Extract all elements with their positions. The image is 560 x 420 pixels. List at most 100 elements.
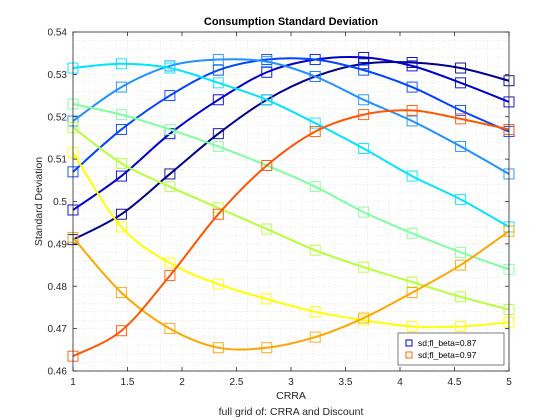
series-marker — [115, 81, 127, 93]
series-marker — [309, 244, 321, 256]
series-marker — [406, 276, 418, 288]
series-marker — [455, 259, 467, 271]
series-marker — [406, 81, 418, 93]
series-marker — [309, 306, 321, 318]
legend-box — [397, 332, 505, 366]
series-marker — [358, 206, 370, 218]
chart-title: Consumption Standard Deviation — [204, 16, 378, 28]
series-marker — [455, 77, 467, 89]
series-marker — [212, 94, 224, 106]
series-marker — [406, 170, 418, 182]
series-marker — [115, 58, 127, 70]
series-marker — [309, 181, 321, 193]
series-marker — [261, 56, 273, 68]
legend-marker-1 — [405, 339, 413, 347]
series-line — [72, 152, 510, 329]
x-tick-label: 4.5 — [448, 377, 462, 388]
legend-marker-2 — [405, 351, 413, 359]
y-tick-label: 0.48 — [48, 282, 68, 293]
series-marker — [212, 77, 224, 89]
x-tick-label: 2.5 — [230, 377, 244, 388]
series-marker — [261, 342, 273, 354]
series-marker — [164, 257, 176, 269]
series-marker — [406, 321, 418, 332]
y-tick-label: 0.46 — [48, 367, 68, 378]
figure-caption: full grid of: CRRA and Discount — [219, 406, 364, 418]
y-tick-label: 0.49 — [48, 239, 68, 250]
series-marker — [261, 160, 273, 171]
series-marker — [164, 323, 176, 335]
series-marker — [261, 94, 273, 106]
series-marker — [261, 223, 273, 235]
x-tick-label: 1.5 — [121, 377, 135, 388]
legend-label-1: sd;fl_beta=0.87 — [418, 338, 477, 348]
series-marker — [309, 126, 321, 138]
series-marker — [406, 227, 418, 239]
series-line — [72, 58, 510, 175]
series-marker — [164, 62, 176, 74]
series-marker — [406, 60, 418, 72]
y-axis-label: Standard Deviation — [33, 157, 45, 246]
series-marker — [358, 312, 370, 324]
series-marker — [212, 342, 224, 354]
series-line — [72, 62, 510, 228]
series-marker — [115, 208, 127, 220]
series-marker — [455, 62, 467, 74]
y-tick-label: 0.53 — [48, 70, 68, 81]
x-tick-label: 3.5 — [339, 377, 353, 388]
series-line — [72, 126, 510, 311]
series-marker — [115, 221, 127, 233]
x-tick-label: 1 — [70, 377, 76, 388]
y-tick-label: 0.51 — [48, 155, 68, 166]
series-marker — [212, 128, 224, 140]
series-line — [72, 55, 510, 211]
series-line — [72, 103, 510, 271]
series-line — [72, 60, 510, 241]
series-marker — [358, 51, 370, 63]
series-marker — [358, 64, 370, 76]
series-marker — [406, 104, 418, 116]
series-line — [72, 57, 510, 173]
y-tick-label: 0.47 — [48, 324, 68, 335]
series-marker — [164, 90, 176, 102]
series-marker — [115, 109, 127, 121]
legend-label-2: sd;fl_beta=0.97 — [418, 350, 477, 360]
series-marker — [406, 287, 418, 299]
series-marker — [164, 270, 176, 282]
series-marker — [455, 104, 467, 116]
x-tick-label: 4 — [397, 377, 403, 388]
series-marker — [115, 325, 127, 337]
series-marker — [406, 115, 418, 127]
series-marker — [455, 291, 467, 303]
series-5 — [67, 58, 515, 233]
x-tick-label: 2 — [179, 377, 185, 388]
series-marker — [212, 140, 224, 152]
series-marker — [455, 321, 467, 332]
series-marker — [115, 124, 127, 135]
legend: sd;fl_beta=0.87 sd;fl_beta=0.97 — [397, 332, 505, 366]
series-marker — [261, 66, 273, 78]
ticks: 1 1.5 2 2.5 3 3.5 4 4.5 5 0.46 0.47 0.48 0.49 0.5 0.51… — [48, 28, 513, 389]
y-tick-label: 0.5 — [53, 197, 67, 208]
series-marker — [358, 261, 370, 273]
series-marker — [212, 278, 224, 290]
x-tick-label: 5 — [506, 377, 512, 388]
series-marker — [309, 54, 321, 65]
series-line — [72, 230, 510, 351]
series-marker — [164, 124, 176, 135]
series-marker — [261, 293, 273, 305]
series-marker — [309, 71, 321, 82]
series-marker — [164, 168, 176, 180]
series-marker — [358, 58, 370, 70]
series-marker — [212, 54, 224, 65]
series-marker — [309, 117, 321, 129]
series-marker — [455, 113, 467, 125]
series-marker — [358, 94, 370, 106]
series-marker — [115, 170, 127, 182]
series-marker — [455, 246, 467, 258]
series-marker — [115, 157, 127, 169]
series-marker — [164, 181, 176, 193]
series-marker — [358, 143, 370, 154]
series-line — [72, 109, 510, 358]
